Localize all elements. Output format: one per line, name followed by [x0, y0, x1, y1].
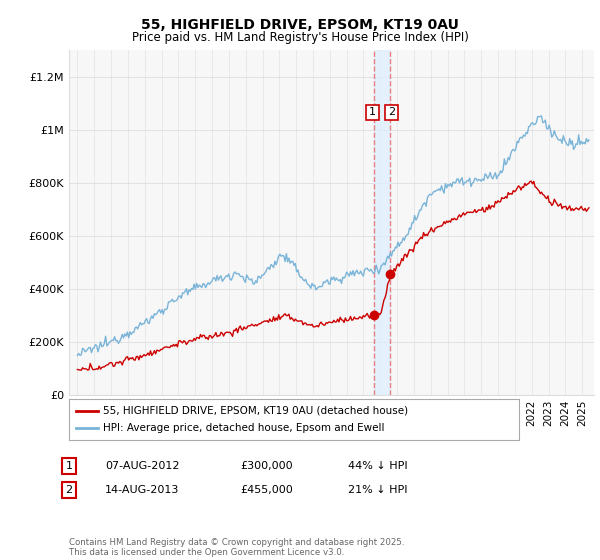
Bar [374, 50, 391, 395]
Text: HPI: Average price, detached house, Epsom and Ewell: HPI: Average price, detached house, Epso… [103, 423, 384, 433]
Text: 2: 2 [388, 108, 395, 118]
Text: 14-AUG-2013: 14-AUG-2013 [105, 485, 179, 495]
Text: 44% ↓ HPI: 44% ↓ HPI [348, 461, 407, 471]
Text: £300,000: £300,000 [240, 461, 293, 471]
Text: 55, HIGHFIELD DRIVE, EPSOM, KT19 0AU (detached house): 55, HIGHFIELD DRIVE, EPSOM, KT19 0AU (de… [103, 405, 408, 416]
Text: £455,000: £455,000 [240, 485, 293, 495]
Text: 07-AUG-2012: 07-AUG-2012 [105, 461, 179, 471]
Text: 21% ↓ HPI: 21% ↓ HPI [348, 485, 407, 495]
Text: 1: 1 [65, 461, 73, 471]
Text: 2: 2 [65, 485, 73, 495]
Text: Contains HM Land Registry data © Crown copyright and database right 2025.
This d: Contains HM Land Registry data © Crown c… [69, 538, 404, 557]
Text: Price paid vs. HM Land Registry's House Price Index (HPI): Price paid vs. HM Land Registry's House … [131, 31, 469, 44]
Text: 55, HIGHFIELD DRIVE, EPSOM, KT19 0AU: 55, HIGHFIELD DRIVE, EPSOM, KT19 0AU [141, 18, 459, 32]
Text: 1: 1 [369, 108, 376, 118]
